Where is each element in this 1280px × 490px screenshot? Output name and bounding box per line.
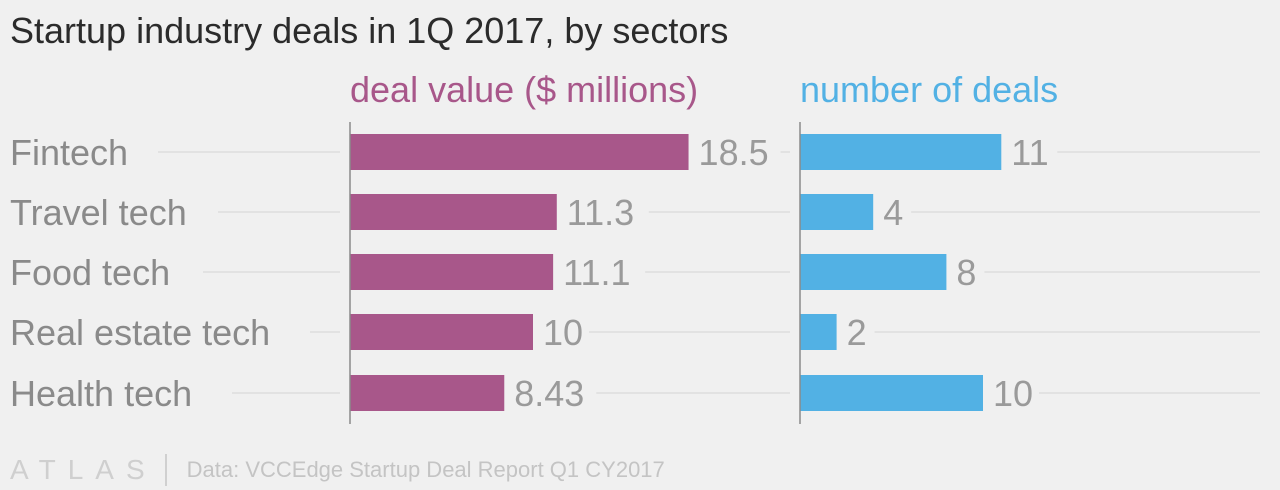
data-source: Data: VCCEdge Startup Deal Report Q1 CY2… [186, 457, 665, 482]
category-label: Food tech [10, 252, 170, 293]
value-label: 4 [883, 192, 903, 233]
footer: ATLAS Data: VCCEdge Startup Deal Report … [10, 452, 665, 488]
bar [350, 134, 689, 170]
bar [800, 254, 947, 290]
bar [350, 194, 557, 230]
bar [800, 314, 837, 350]
bar [800, 375, 983, 411]
value-label: 8.43 [514, 373, 584, 414]
category-label: Travel tech [10, 192, 187, 233]
value-label: 11.3 [567, 192, 634, 233]
footer-divider [164, 454, 167, 486]
bar-chart: Fintech Travel tech Food tech Real estate t… [10, 69, 1260, 424]
value-label: 2 [847, 312, 867, 353]
chart-title: Startup industry deals in 1Q 2017, by se… [10, 10, 729, 51]
value-label: 18.5 [699, 132, 769, 173]
bar [800, 194, 874, 230]
bar [350, 314, 533, 350]
series-title: deal value ($ millions) [350, 69, 698, 110]
atlas-logo-text: ATLAS [10, 454, 157, 485]
category-label: Real estate tech [10, 312, 270, 353]
value-label: 10 [993, 373, 1033, 414]
bar [800, 134, 1002, 170]
bar [350, 375, 505, 411]
bar [350, 254, 554, 290]
series-title: number of deals [800, 69, 1058, 110]
value-label: 11.1 [563, 252, 630, 293]
category-label: Fintech [10, 132, 128, 173]
value-label: 8 [956, 252, 976, 293]
value-label: 10 [543, 312, 583, 353]
value-label: 11 [1011, 132, 1048, 173]
atlas-logo: ATLAS [10, 454, 157, 486]
category-label: Health tech [10, 373, 192, 414]
